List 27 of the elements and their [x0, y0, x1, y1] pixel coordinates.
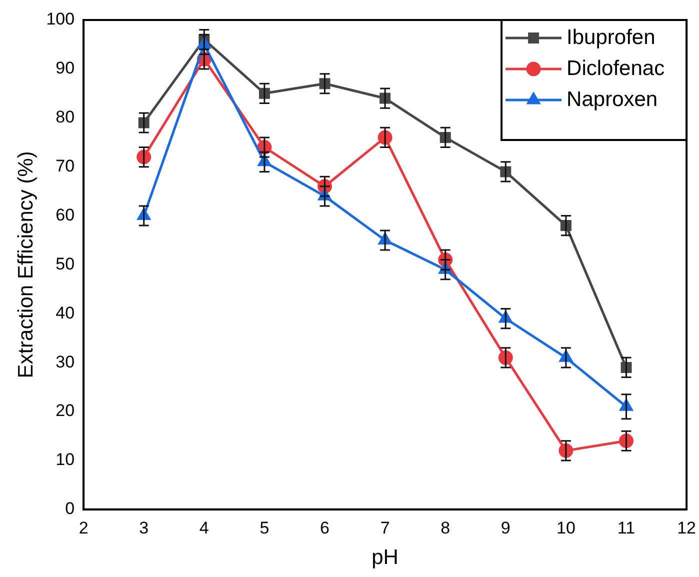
y-axis-title: Extraction Efficiency (%): [14, 151, 38, 378]
x-axis-title: pH: [372, 546, 398, 570]
legend-label: Naproxen: [566, 88, 658, 111]
y-tick-label: 40: [56, 303, 75, 322]
y-tick-label: 0: [65, 499, 75, 518]
y-tick-label: 10: [56, 450, 75, 470]
y-tick-label: 70: [56, 156, 75, 176]
y-tick-label: 90: [56, 58, 75, 78]
legend-label: Diclofenac: [566, 56, 665, 80]
y-tick-label: 80: [56, 108, 75, 127]
x-tick-label: 8: [440, 518, 450, 538]
x-tick-label: 10: [556, 518, 576, 538]
x-tick-label: 9: [500, 518, 510, 538]
y-tick-label: 100: [46, 10, 75, 29]
x-tick-label: 4: [199, 518, 209, 538]
x-tick-label: 5: [260, 518, 270, 538]
x-tick-label: 3: [139, 518, 149, 538]
x-tick-label: 12: [677, 518, 696, 538]
x-tick-label: 6: [320, 518, 330, 538]
x-tick-label: 11: [617, 518, 636, 538]
y-tick-label: 20: [56, 401, 75, 420]
y-tick-label: 50: [56, 254, 75, 274]
x-tick-label: 2: [78, 518, 88, 538]
y-tick-label: 60: [56, 205, 75, 224]
legend-label: Ibuprofen: [566, 26, 656, 49]
x-tick-label: 7: [380, 518, 390, 538]
y-tick-label: 30: [56, 352, 75, 372]
